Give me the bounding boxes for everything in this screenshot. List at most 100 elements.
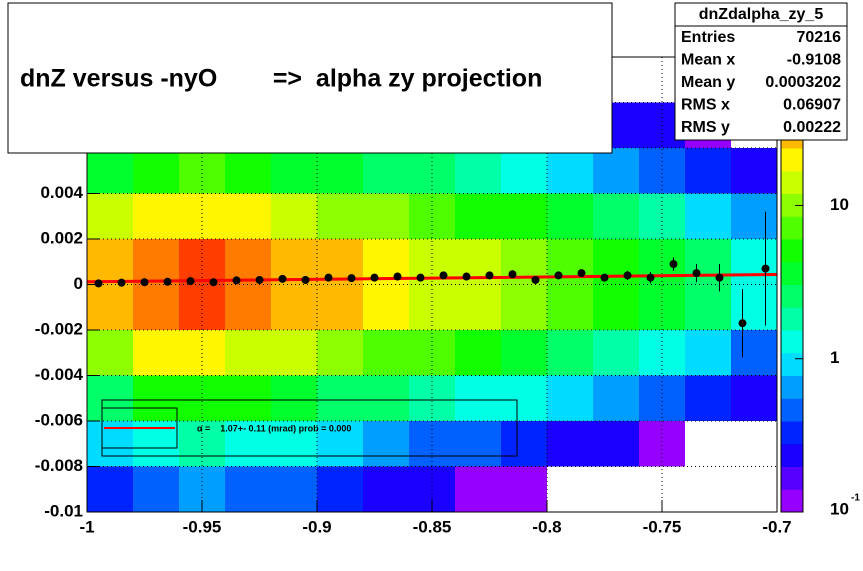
heatmap-cell: [593, 330, 639, 376]
stats-value: 0.00222: [783, 119, 841, 136]
z-tick-label: 1: [830, 348, 839, 367]
heatmap-cell: [501, 148, 547, 194]
z-tick-label: 10: [830, 195, 849, 214]
heatmap-cell: [317, 148, 363, 194]
heatmap-cell: [87, 239, 133, 285]
heatmap-cell: [547, 330, 593, 376]
profile-point: [623, 271, 632, 280]
profile: [86, 211, 778, 358]
color-band: [781, 375, 803, 399]
heatmap-cell: [87, 284, 133, 330]
heatmap-cell: [455, 284, 501, 330]
profile-point: [163, 277, 172, 286]
profile-point: [485, 271, 494, 280]
heatmap-cell: [593, 193, 639, 239]
heatmap-cell: [547, 284, 593, 330]
heatmap-cell: [317, 421, 363, 467]
heatmap-cell: [685, 193, 731, 239]
heatmap-cell: [409, 284, 455, 330]
heatmap-cell: [685, 239, 731, 285]
fit-line: [86, 272, 778, 284]
heatmap-cell: [731, 193, 777, 239]
heatmap-cell: [501, 466, 547, 512]
color-band: [781, 330, 803, 354]
heatmap-cell: [271, 466, 317, 512]
y-tick-label: -0.002: [35, 319, 83, 338]
heatmap-cell: [639, 284, 685, 330]
stats-label: Mean y: [681, 74, 735, 91]
y-tick-label: -0.01: [44, 501, 83, 520]
profile-point: [692, 269, 701, 278]
stats-rows: Entries 70216 Mean x -0.9108 Mean y 0.0003202…: [681, 29, 841, 136]
heatmap-cell: [731, 148, 777, 194]
stats-label: Mean x: [681, 52, 735, 69]
y-tick-label: 0.004: [40, 183, 83, 202]
stats-label: RMS y: [681, 119, 730, 136]
profile-point: [117, 278, 126, 287]
heatmap-cell: [685, 148, 731, 194]
heatmap-cell: [363, 284, 409, 330]
profile-point: [255, 275, 264, 284]
y-tick-label: -0.006: [35, 410, 83, 429]
heatmap-cell: [133, 193, 179, 239]
heatmap-cell: [409, 421, 455, 467]
profile-point: [439, 271, 448, 280]
x-tick-label: -0.9: [302, 517, 331, 536]
color-band: [781, 216, 803, 240]
heatmap-cell: [455, 193, 501, 239]
heatmap-cell: [317, 375, 363, 421]
heatmap-cell: [455, 330, 501, 376]
color-band: [781, 239, 803, 263]
heatmap-cell: [501, 284, 547, 330]
heatmap-cell: [639, 193, 685, 239]
stats-value: 70216: [797, 29, 842, 46]
stats-label: Entries: [681, 29, 735, 46]
heatmap-cell: [501, 375, 547, 421]
heatmap-cell: [731, 284, 777, 330]
heatmap-cell: [639, 421, 685, 467]
heatmap-cell: [501, 421, 547, 467]
x-tick-label: -0.8: [532, 517, 561, 536]
heatmap-cell: [225, 148, 271, 194]
x-tick-label: -0.7: [762, 517, 791, 536]
profile-point: [738, 319, 747, 328]
heatmap-cell: [363, 330, 409, 376]
y-tick-label: -0.004: [35, 365, 84, 384]
heatmap-cell: [179, 148, 225, 194]
color-band: [781, 443, 803, 467]
stats-title: dnZdalpha_zy_5: [699, 6, 824, 23]
heatmap-cell: [317, 330, 363, 376]
heatmap-cell: [271, 330, 317, 376]
color-band: [781, 307, 803, 331]
heatmap-cell: [225, 284, 271, 330]
color-band: [781, 148, 803, 172]
heatmap-cell: [317, 193, 363, 239]
heatmap-cell: [547, 421, 593, 467]
heatmap-cell: [455, 148, 501, 194]
heatmap-cell: [133, 375, 179, 421]
heatmap-cell: [731, 239, 777, 285]
heatmap-cell: [363, 375, 409, 421]
heatmap-cell: [317, 466, 363, 512]
color-band: [781, 352, 803, 376]
profile-point: [324, 273, 333, 282]
heatmap-cell: [363, 148, 409, 194]
profile-point: [393, 272, 402, 281]
profile-point: [554, 271, 563, 280]
heatmap-cell: [87, 375, 133, 421]
heatmap-cell: [179, 330, 225, 376]
heatmap-cell: [409, 330, 455, 376]
x-tick-label: -1: [79, 517, 94, 536]
heatmap-cell: [409, 148, 455, 194]
profile-point: [278, 274, 287, 283]
heatmap-cell: [271, 375, 317, 421]
heatmap-cell: [225, 239, 271, 285]
heatmap-cell: [225, 466, 271, 512]
heatmap-cell: [593, 148, 639, 194]
fit-legend-text: α = 1.07+- 0.11 (mrad) prob = 0.000: [197, 423, 351, 433]
profile-point: [600, 273, 609, 282]
stats-label: RMS x: [681, 97, 730, 114]
heatmap-cell: [639, 148, 685, 194]
y-tick-label: 0: [74, 274, 83, 293]
